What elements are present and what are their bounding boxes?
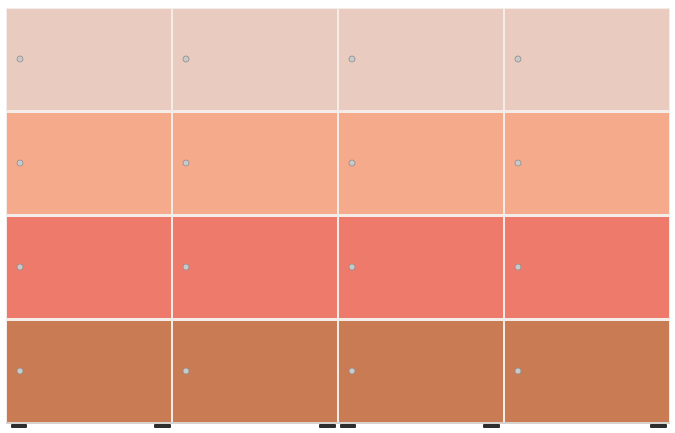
door xyxy=(505,321,669,422)
knob xyxy=(514,159,522,167)
knob xyxy=(16,263,24,271)
knob xyxy=(182,263,190,271)
knob xyxy=(514,367,522,375)
foot xyxy=(154,424,171,428)
knob xyxy=(182,367,190,375)
knob xyxy=(16,367,24,375)
door xyxy=(7,321,171,422)
foot xyxy=(650,424,667,428)
knob xyxy=(16,159,24,167)
foot xyxy=(11,424,27,428)
knob xyxy=(348,263,356,271)
door xyxy=(173,113,337,214)
door xyxy=(7,217,171,318)
door xyxy=(173,321,337,422)
door xyxy=(339,9,503,110)
door xyxy=(505,113,669,214)
foot xyxy=(319,424,336,428)
knob xyxy=(16,55,24,63)
door xyxy=(339,321,503,422)
base xyxy=(6,422,670,424)
knob xyxy=(182,55,190,63)
door xyxy=(505,217,669,318)
door xyxy=(7,9,171,110)
foot xyxy=(340,424,356,428)
door xyxy=(7,113,171,214)
knob xyxy=(514,263,522,271)
knob xyxy=(348,159,356,167)
door xyxy=(173,9,337,110)
knob xyxy=(348,367,356,375)
knob xyxy=(514,55,522,63)
door xyxy=(505,9,669,110)
door xyxy=(339,113,503,214)
door xyxy=(339,217,503,318)
foot xyxy=(483,424,500,428)
knob xyxy=(182,159,190,167)
door xyxy=(173,217,337,318)
knob xyxy=(348,55,356,63)
